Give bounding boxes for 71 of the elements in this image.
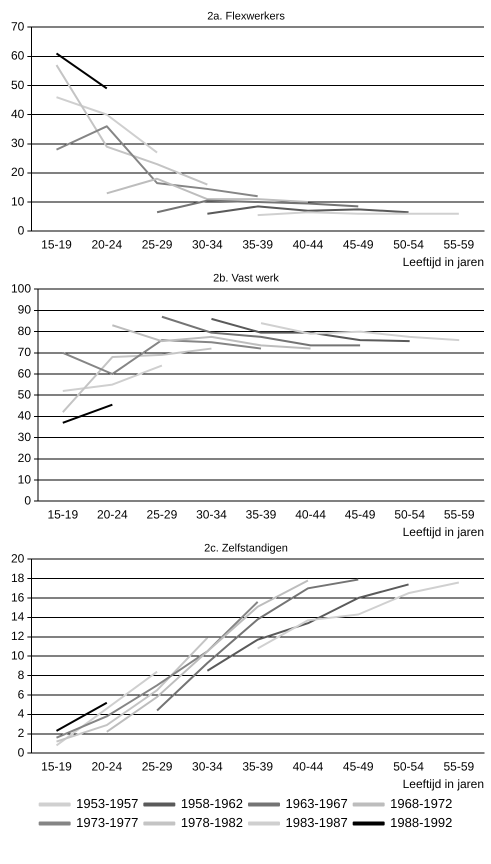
x-tick-label: 15-19 <box>41 760 72 774</box>
x-tick-label: 45-49 <box>344 508 376 522</box>
legend-label: 1953-1957 <box>76 796 138 812</box>
x-tick-label: 25-29 <box>142 238 173 252</box>
y-tick-label: 70 <box>18 345 32 360</box>
y-tick-label: 40 <box>18 408 32 423</box>
legend-label: 1973-1977 <box>76 815 138 830</box>
y-tick-label: 100 <box>10 282 32 296</box>
y-tick-label: 12 <box>10 629 25 644</box>
x-tick-label: 20-24 <box>91 760 122 774</box>
x-tick-label: 15-19 <box>47 508 78 522</box>
x-tick-label: 35-39 <box>246 508 277 522</box>
y-tick-label: 16 <box>10 590 25 604</box>
legend-label: 1963-1967 <box>286 796 348 812</box>
y-tick-label: 4 <box>18 706 25 721</box>
legend-label: 1988-1992 <box>390 815 452 830</box>
x-tick-label: 55-59 <box>444 760 475 774</box>
x-tick-label: 50-54 <box>394 508 426 522</box>
x-axis-title: Leeftijd in jaren <box>402 525 484 540</box>
x-tick-label: 30-34 <box>192 760 224 774</box>
x-tick-label: 20-24 <box>91 238 122 252</box>
legend-label: 1978-1982 <box>180 815 244 830</box>
y-tick-label: 14 <box>10 610 25 624</box>
x-tick-label: 30-34 <box>196 508 228 522</box>
legend-label: 1983-1987 <box>286 815 348 830</box>
y-tick-label: 10 <box>18 472 32 486</box>
y-tick-label: 8 <box>18 668 25 682</box>
y-tick-label: 50 <box>10 78 25 92</box>
y-tick-label: 18 <box>10 570 25 585</box>
y-tick-label: 0 <box>18 224 25 238</box>
y-tick-label: 60 <box>10 48 25 63</box>
x-tick-label: 40-44 <box>292 238 324 252</box>
y-tick-label: 6 <box>18 687 25 702</box>
y-tick-label: 80 <box>18 324 32 338</box>
x-axis-title: Leeftijd in jaren <box>402 255 484 270</box>
y-tick-label: 70 <box>10 20 25 34</box>
x-tick-label: 25-29 <box>142 760 173 774</box>
y-tick-label: 90 <box>18 302 32 317</box>
y-tick-label: 0 <box>18 746 25 760</box>
x-tick-label: 45-49 <box>342 760 374 774</box>
y-tick-label: 0 <box>24 494 32 508</box>
x-tick-label: 50-54 <box>393 238 424 252</box>
x-tick-label: 55-59 <box>444 238 475 252</box>
y-tick-label: 60 <box>18 366 32 380</box>
x-tick-label: 35-39 <box>242 760 274 774</box>
y-tick-label: 10 <box>10 194 25 208</box>
x-tick-label: 50-54 <box>393 760 424 774</box>
y-tick-label: 50 <box>18 388 32 402</box>
y-tick-label: 20 <box>10 552 25 566</box>
x-tick-label: 40-44 <box>295 508 326 522</box>
y-tick-label: 20 <box>10 165 25 180</box>
x-tick-label: 25-29 <box>146 508 178 522</box>
y-tick-label: 30 <box>10 136 25 150</box>
x-tick-label: 40-44 <box>292 760 324 774</box>
x-tick-label: 35-39 <box>242 238 274 252</box>
chart-title: 2c. Zelfstandigen <box>204 542 288 555</box>
x-axis-title: Leeftijd in jaren <box>402 777 484 792</box>
legend-label: 1968-1972 <box>390 796 452 812</box>
x-tick-label: 15-19 <box>41 238 72 252</box>
x-tick-label: 45-49 <box>342 238 374 252</box>
chart-title: 2a. Flexwerkers <box>207 10 286 23</box>
x-tick-label: 30-34 <box>192 238 224 252</box>
x-tick-label: 55-59 <box>444 508 475 522</box>
legend-label: 1958-1962 <box>180 796 244 812</box>
chart-title: 2b. Vast werk <box>213 272 280 285</box>
y-tick-label: 20 <box>18 451 32 466</box>
x-tick-label: 20-24 <box>97 508 128 522</box>
y-tick-label: 10 <box>10 648 25 663</box>
y-tick-label: 30 <box>18 430 32 444</box>
y-tick-label: 2 <box>18 726 25 740</box>
y-tick-label: 40 <box>10 106 25 121</box>
